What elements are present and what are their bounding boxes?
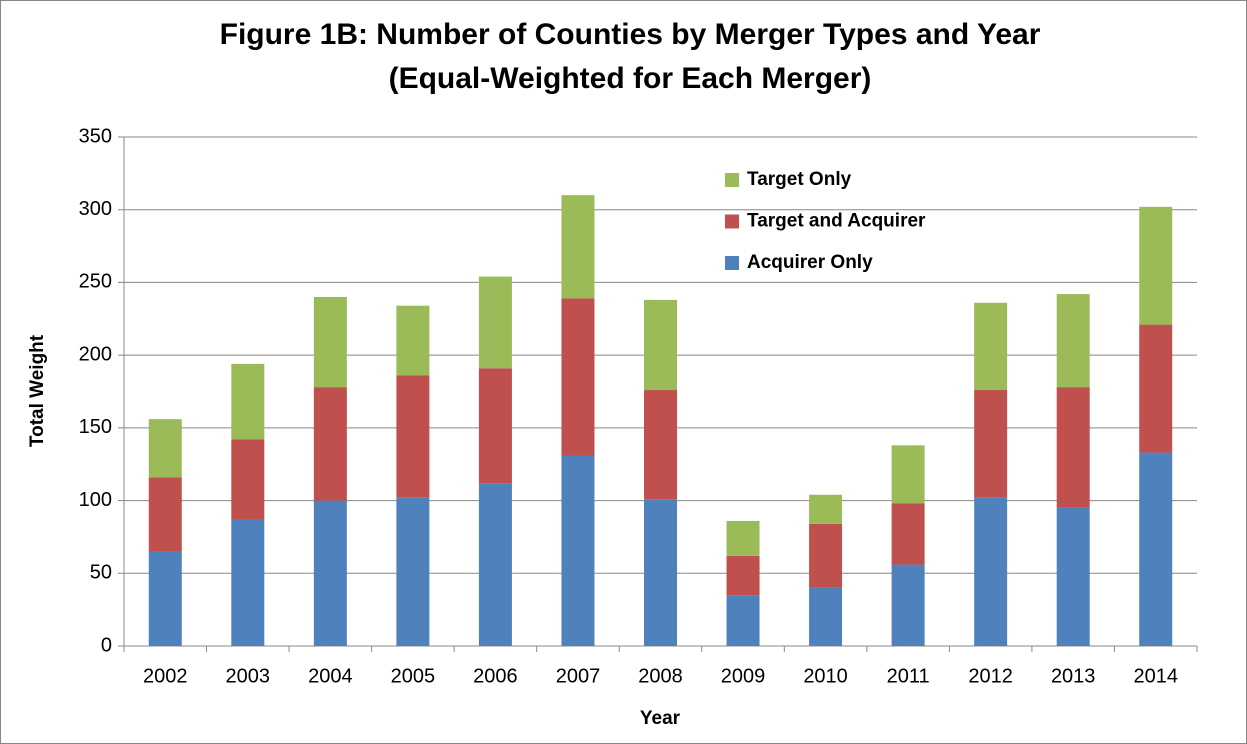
bar-segment xyxy=(148,419,182,478)
x-tick-label: 2005 xyxy=(391,665,436,687)
bar-segment xyxy=(231,363,265,440)
bar-segment xyxy=(891,445,925,504)
x-tick-label: 2006 xyxy=(473,665,518,687)
bar-segment xyxy=(478,368,512,484)
bar-segment xyxy=(809,494,843,524)
y-tick-label: 150 xyxy=(79,416,112,438)
bar-segment xyxy=(313,500,347,646)
bar-segment xyxy=(809,587,843,646)
y-tick-label: 250 xyxy=(79,271,112,293)
x-tick-label: 2009 xyxy=(721,665,766,687)
bar-segment xyxy=(396,375,430,498)
x-tick-label: 2002 xyxy=(143,665,188,687)
bar-segment xyxy=(891,503,925,565)
x-tick-label: 2008 xyxy=(638,665,683,687)
bar-segment xyxy=(1139,324,1173,453)
bar-segment xyxy=(644,390,677,500)
bar-segment xyxy=(891,564,925,646)
x-tick-label: 2014 xyxy=(1133,665,1178,687)
chart-subtitle: (Equal-Weighted for Each Merger) xyxy=(389,62,872,95)
bar-segment xyxy=(1056,387,1090,508)
x-tick-label: 2003 xyxy=(226,665,271,687)
x-tick-label: 2004 xyxy=(308,665,353,687)
bar-segment xyxy=(974,497,1008,646)
legend-label: Acquirer Only xyxy=(747,252,873,273)
bar-segment xyxy=(1056,294,1090,388)
bar-segment xyxy=(726,555,760,596)
y-tick-label: 0 xyxy=(101,634,112,656)
x-tick-label: 2012 xyxy=(968,665,1013,687)
bar-segment xyxy=(148,477,182,552)
bar-segment xyxy=(644,499,677,646)
bar-segment xyxy=(726,520,760,556)
x-axis-title: Year xyxy=(640,708,681,729)
legend-swatch xyxy=(725,256,739,270)
y-tick-label: 200 xyxy=(79,343,112,365)
bar-segment xyxy=(231,439,265,520)
bar-segment xyxy=(809,523,843,588)
legend-label: Target and Acquirer xyxy=(747,211,926,232)
bar-segment xyxy=(561,298,595,456)
x-tick-label: 2013 xyxy=(1051,665,1096,687)
y-tick-label: 350 xyxy=(79,125,112,147)
bar-segment xyxy=(644,299,677,391)
y-axis-title: Total Weight xyxy=(27,334,48,447)
bar-segment xyxy=(313,387,347,501)
bar-segment xyxy=(231,519,265,646)
bar-segment xyxy=(974,302,1008,391)
chart-title: Figure 1B: Number of Counties by Merger … xyxy=(220,18,1041,51)
bar-segment xyxy=(396,305,430,376)
legend-swatch xyxy=(725,214,739,229)
bar-segment xyxy=(1139,452,1173,646)
bar-segment xyxy=(313,296,347,388)
y-tick-label: 100 xyxy=(79,489,112,511)
x-tick-label: 2007 xyxy=(556,665,601,687)
bar-segment xyxy=(1056,507,1090,646)
y-tick-label: 50 xyxy=(90,562,112,584)
bar-segment xyxy=(974,390,1008,498)
bar-segment xyxy=(726,595,760,646)
bar-segment xyxy=(396,497,430,646)
legend-label: Target Only xyxy=(747,169,852,190)
bar-segment xyxy=(1139,206,1173,325)
bar-segment xyxy=(561,195,595,299)
legend-swatch xyxy=(725,173,739,187)
bar-segment xyxy=(561,455,595,646)
bar-segment xyxy=(478,276,512,369)
x-tick-label: 2011 xyxy=(887,665,930,687)
bar-segment xyxy=(478,483,512,646)
x-tick-label: 2010 xyxy=(803,665,848,687)
y-tick-label: 300 xyxy=(79,198,112,220)
bar-segment xyxy=(148,551,182,646)
